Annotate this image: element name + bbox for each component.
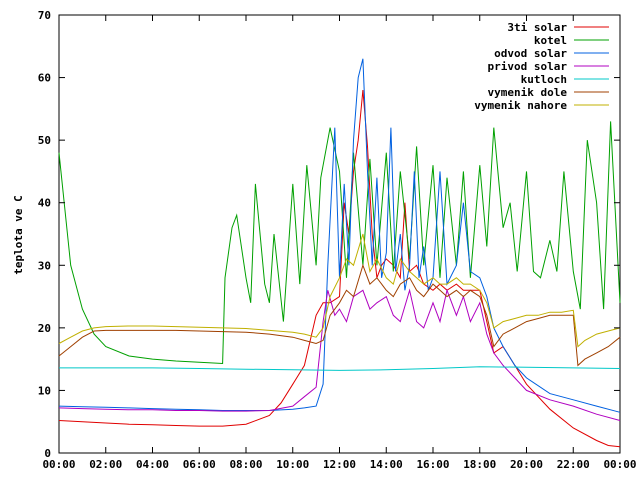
- series-line-vymenik-dole: [58, 263, 621, 367]
- legend-label-privod-solar: privod solar: [488, 60, 568, 73]
- x-tick-label: 10:00: [276, 458, 309, 471]
- legend-label-kutloch: kutloch: [521, 73, 567, 86]
- y-tick-label: 40: [38, 197, 51, 210]
- y-tick-label: 70: [38, 9, 51, 22]
- y-tick-label: 30: [38, 259, 51, 272]
- x-tick-label: 08:00: [229, 458, 262, 471]
- legend-label-vymenik-dole: vymenik dole: [488, 86, 568, 99]
- series-line-vymenik-nahore: [58, 233, 621, 348]
- x-tick-label: 04:00: [136, 458, 169, 471]
- x-tick-label: 22:00: [557, 458, 590, 471]
- legend-label-vymenik-nahore: vymenik nahore: [474, 99, 567, 112]
- y-axis-label: teplota ve C: [12, 195, 25, 274]
- series-layer: [58, 58, 621, 448]
- x-tick-label: 14:00: [370, 458, 403, 471]
- y-tick-label: 60: [38, 72, 51, 85]
- ticks-layer: 00:00 02:00 04:00 06:00 08:00 10:00 12:00 14:00…: [38, 9, 637, 471]
- x-tick-label: 12:00: [323, 458, 356, 471]
- x-tick-label: 18:00: [463, 458, 496, 471]
- y-tick-label: 20: [38, 322, 51, 335]
- x-tick-label: 00:00: [603, 458, 636, 471]
- x-tick-label: 06:00: [183, 458, 216, 471]
- series-line-privod-solar: [58, 288, 621, 421]
- x-tick-label: 00:00: [42, 458, 75, 471]
- legend-label-kotel: kotel: [534, 34, 567, 47]
- y-tick-label: 0: [44, 447, 51, 460]
- series-line-kutloch: [59, 366, 621, 371]
- y-tick-label: 10: [38, 384, 51, 397]
- series-line-3ti-solar: [58, 90, 621, 448]
- x-tick-label: 16:00: [416, 458, 449, 471]
- legend-label-3ti-solar: 3ti solar: [507, 21, 567, 34]
- series-line-kotel: [58, 121, 621, 365]
- x-tick-label: 02:00: [89, 458, 122, 471]
- legend-label-odvod-solar: odvod solar: [494, 47, 567, 60]
- x-tick-label: 20:00: [510, 458, 543, 471]
- y-tick-label: 50: [38, 134, 51, 147]
